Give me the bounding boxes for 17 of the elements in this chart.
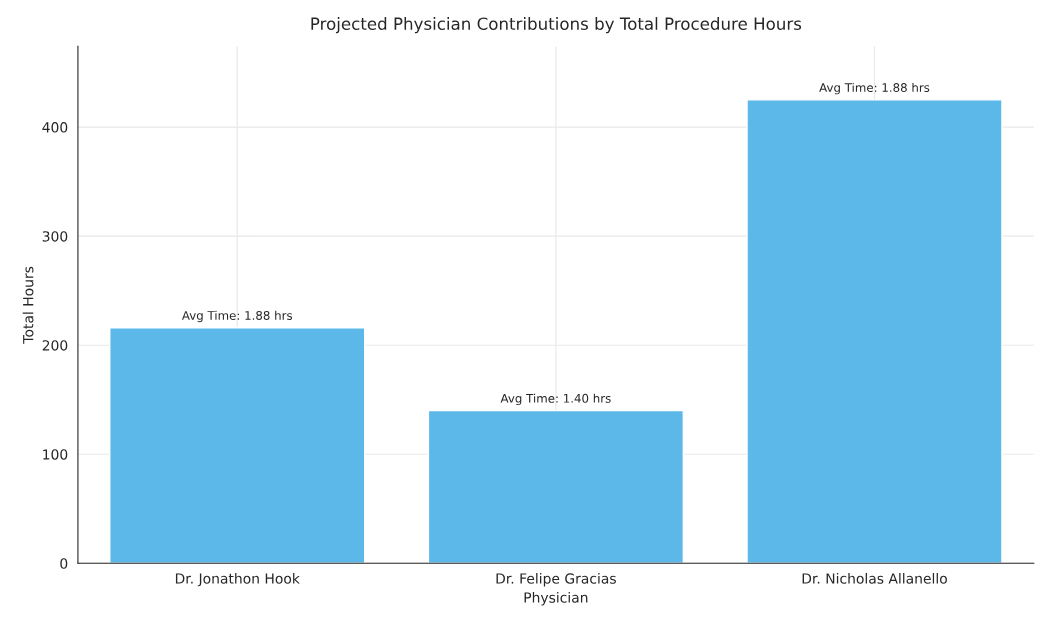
y-axis-title: Total Hours xyxy=(22,266,34,344)
x-tick-label: Dr. Felipe Gracias xyxy=(496,573,616,587)
bar xyxy=(746,99,1003,564)
y-tick-label: 200 xyxy=(42,340,68,351)
x-tick-label: Dr. Jonathon Hook xyxy=(175,573,300,587)
y-tick-label: 300 xyxy=(42,231,68,242)
annotation: Avg Time: 1.40 hrs xyxy=(500,393,611,406)
x-tick-label: Dr. Nicholas Allanello xyxy=(802,573,947,584)
annotation: Avg Time: 1.88 hrs xyxy=(181,310,293,323)
y-tick-label: 400 xyxy=(42,122,68,133)
chart-title: Projected Physician Contributions by Total Procedure Hours xyxy=(311,17,802,34)
bar xyxy=(427,409,685,564)
y-tick-label: 0 xyxy=(60,558,68,569)
bar xyxy=(109,327,366,564)
x-axis-title: Physician xyxy=(524,592,588,606)
annotation: Avg Time: 1.88 hrs xyxy=(819,82,930,95)
y-tick-label: 100 xyxy=(43,449,68,460)
